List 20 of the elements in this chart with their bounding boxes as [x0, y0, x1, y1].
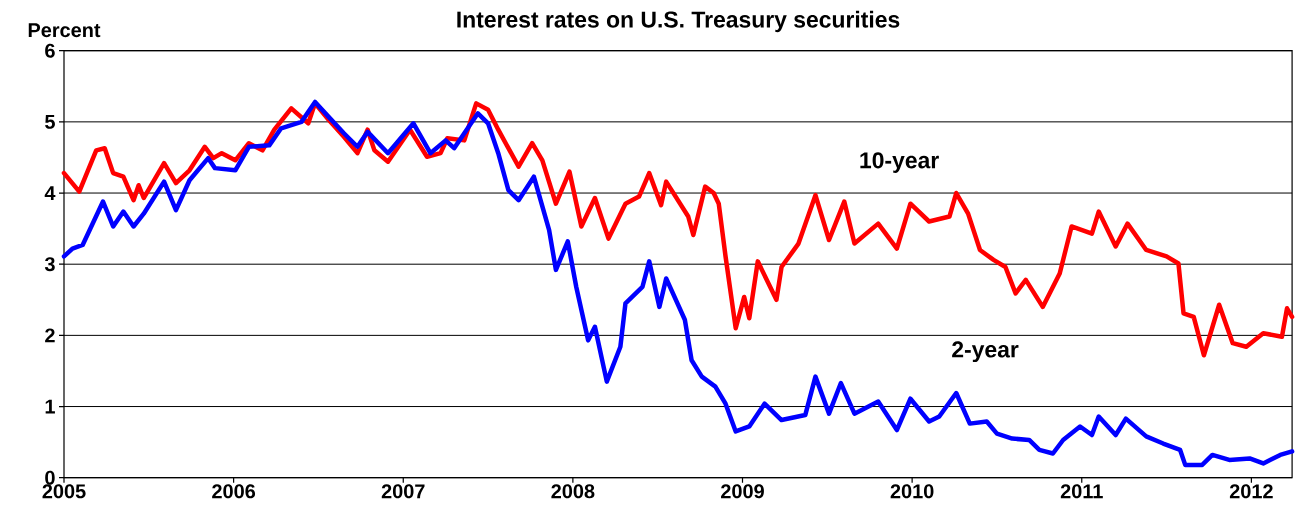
y-tick-label: 0	[45, 470, 55, 485]
x-tick-label: 2007	[381, 484, 425, 499]
y-tick-label: 6	[45, 43, 55, 58]
series-label: 2-year	[952, 341, 1019, 363]
y-tick-label: 1	[45, 399, 55, 414]
y-tick-label: 4	[44, 186, 56, 200]
y-tick-label: 3	[44, 257, 55, 272]
y-axis-title: Percent	[28, 23, 101, 38]
x-tick-label: 2012	[1229, 484, 1273, 499]
x-tick-label: 2006	[212, 484, 256, 499]
y-tick-label: 2	[45, 328, 55, 343]
y-tick-label: 5	[45, 114, 55, 129]
chart-title: Interest rates on U.S. Treasury securities	[457, 10, 900, 33]
x-tick-label: 2008	[551, 484, 595, 499]
x-tick-label: 2010	[890, 484, 934, 499]
x-tick-label: 2005	[42, 484, 86, 499]
line-series	[61, 99, 1295, 468]
x-tick-label: 2011	[1060, 484, 1103, 499]
x-tick-label: 2009	[721, 484, 764, 499]
series-label: 10-year	[860, 152, 939, 173]
